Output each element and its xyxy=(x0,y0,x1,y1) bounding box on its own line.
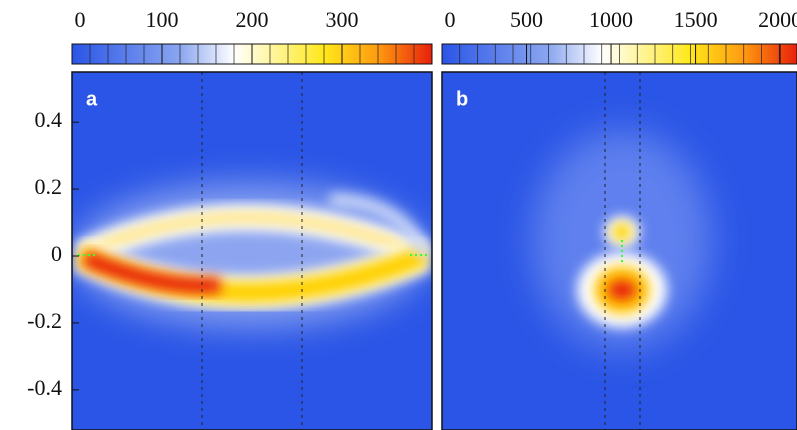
colorbar-tick-label: 0 xyxy=(75,7,86,32)
density-a xyxy=(72,185,432,325)
colorbar-tick-label: 100 xyxy=(146,7,179,32)
y-tick-label: 0.2 xyxy=(35,174,63,199)
y-tick-label: -0.2 xyxy=(27,308,62,333)
colorbar-tick-label: 300 xyxy=(326,7,359,32)
colorbar-tick-label: 1000 xyxy=(589,7,633,32)
y-tick-label: 0.4 xyxy=(35,107,63,132)
panel-b xyxy=(441,71,797,430)
colorbar-tick-label: 0 xyxy=(445,7,456,32)
colorbar-tick-label: 2000 xyxy=(758,7,797,32)
panel-a xyxy=(71,71,433,430)
colorbar-tick-label: 1500 xyxy=(674,7,718,32)
panel-label: b xyxy=(456,88,468,110)
colorbar-tick-label: 500 xyxy=(510,7,543,32)
y-tick-label: 0 xyxy=(51,241,62,266)
panel-label: a xyxy=(86,88,98,110)
colorbar-tick-label: 200 xyxy=(236,7,269,32)
y-tick-label: -0.4 xyxy=(27,375,62,400)
